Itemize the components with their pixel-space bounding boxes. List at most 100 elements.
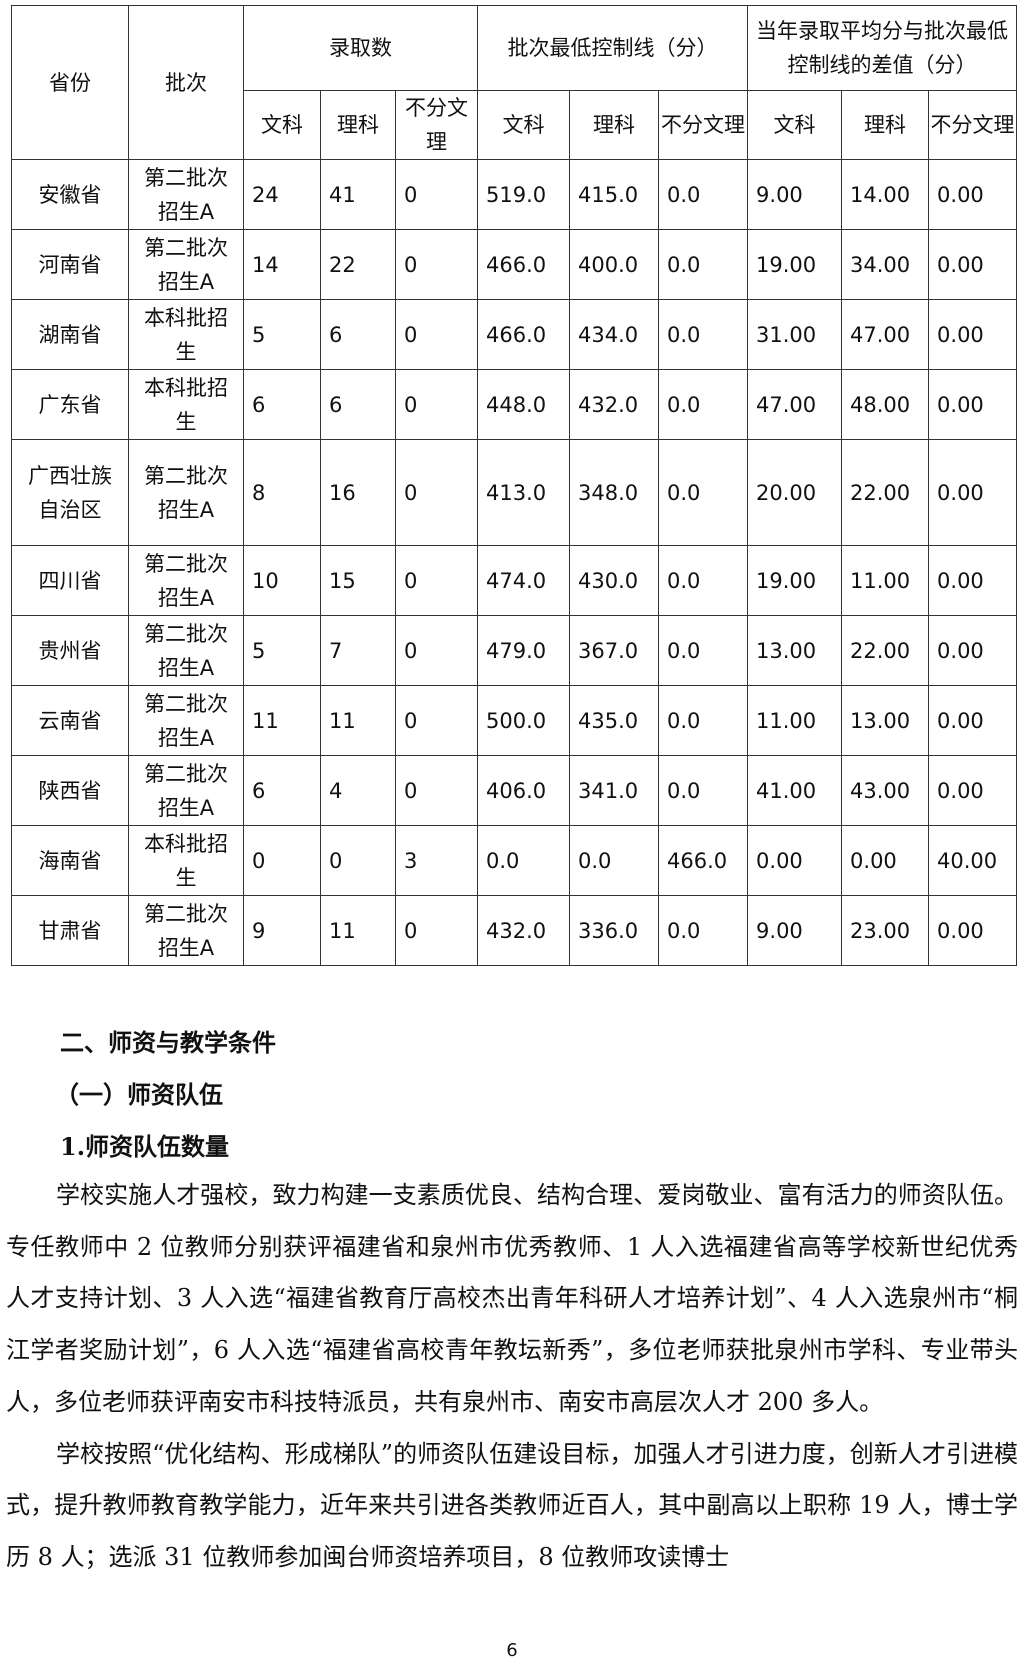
batch-cell: 第二批次招生A xyxy=(128,159,244,230)
province-cell: 安徽省 xyxy=(11,159,129,230)
value-cell: 0 xyxy=(394,439,479,546)
value-cell: 0 xyxy=(394,895,479,966)
value-cell: 6 xyxy=(320,299,396,370)
value-cell: 16 xyxy=(320,439,396,546)
value-cell: 0.0 xyxy=(658,299,749,370)
value-cell: 22 xyxy=(320,229,396,300)
value-cell: 19.00 xyxy=(747,229,843,300)
value-cell: 5 xyxy=(243,299,321,370)
value-cell: 11 xyxy=(243,685,321,756)
province-cell: 湖南省 xyxy=(11,299,129,370)
value-cell: 13.00 xyxy=(841,685,930,756)
value-cell: 34.00 xyxy=(841,229,930,300)
value-cell: 0.0 xyxy=(658,685,749,756)
value-cell: 406.0 xyxy=(477,755,571,826)
value-cell: 0.0 xyxy=(658,229,749,300)
value-cell: 23.00 xyxy=(841,895,930,966)
value-cell: 31.00 xyxy=(747,299,843,370)
value-cell: 0.00 xyxy=(841,825,930,896)
value-cell: 0.0 xyxy=(658,545,749,616)
value-cell: 24 xyxy=(243,159,321,230)
value-cell: 0.0 xyxy=(658,439,749,546)
value-cell: 434.0 xyxy=(569,299,660,370)
province-cell: 广东省 xyxy=(11,369,129,440)
value-cell: 0.0 xyxy=(658,615,749,686)
value-cell: 341.0 xyxy=(569,755,660,826)
value-cell: 0.0 xyxy=(658,895,749,966)
subheader-cell: 不分文理 xyxy=(394,90,479,160)
value-cell: 0 xyxy=(394,755,479,826)
table-row: 贵州省 第二批次招生A 5 7 0 479.0 367.0 0.0 13.00 22.00 0.00 xyxy=(11,615,1018,686)
value-cell: 9 xyxy=(243,895,321,966)
batch-cell: 第二批次招生A xyxy=(128,685,244,756)
value-cell: 0 xyxy=(394,545,479,616)
value-cell: 0.00 xyxy=(928,369,1018,440)
table-row: 湖南省 本科批招生 5 6 0 466.0 434.0 0.0 31.00 47.00 0.00 xyxy=(11,299,1018,370)
header-admit: 录取数 xyxy=(242,5,479,91)
province-cell: 四川省 xyxy=(11,545,129,616)
value-cell: 432.0 xyxy=(477,895,571,966)
value-cell: 11 xyxy=(320,895,396,966)
value-cell: 0.00 xyxy=(928,299,1018,370)
admission-table: 省份 批次 录取数 批次最低控制线（分） 当年录取平均分与批次最低控制线的差值（… xyxy=(11,5,1018,966)
value-cell: 0.00 xyxy=(928,755,1018,826)
value-cell: 474.0 xyxy=(477,545,571,616)
value-cell: 13.00 xyxy=(747,615,843,686)
value-cell: 336.0 xyxy=(569,895,660,966)
subsection-heading: （一）师资队伍 xyxy=(55,1080,223,1109)
table-row: 四川省 第二批次招生A 10 15 0 474.0 430.0 0.0 19.00 11.00 0.… xyxy=(11,545,1018,616)
table-row: 海南省 本科批招生 0 0 3 0.0 0.0 466.0 0.00 0.00 40.00 xyxy=(11,825,1018,896)
value-cell: 367.0 xyxy=(569,615,660,686)
province-cell: 河南省 xyxy=(11,229,129,300)
value-cell: 466.0 xyxy=(658,825,749,896)
batch-cell: 本科批招生 xyxy=(128,299,244,370)
value-cell: 448.0 xyxy=(477,369,571,440)
value-cell: 14.00 xyxy=(841,159,930,230)
value-cell: 432.0 xyxy=(569,369,660,440)
value-cell: 9.00 xyxy=(747,159,843,230)
table-row: 安徽省 第二批次招生A 24 41 0 519.0 415.0 0.0 9.00 14.00 0.0… xyxy=(11,159,1018,230)
subheader-cell: 理科 xyxy=(569,90,660,160)
value-cell: 43.00 xyxy=(841,755,930,826)
value-cell: 500.0 xyxy=(477,685,571,756)
batch-cell: 第二批次招生A xyxy=(128,615,244,686)
value-cell: 0 xyxy=(394,369,479,440)
value-cell: 479.0 xyxy=(477,615,571,686)
batch-cell: 本科批招生 xyxy=(128,825,244,896)
value-cell: 11.00 xyxy=(747,685,843,756)
body-text: 学校实施人才强校，致力构建一支素质优良、结构合理、爱岗敬业、富有活力的师资队伍。… xyxy=(6,1170,1018,1584)
province-cell: 甘肃省 xyxy=(11,895,129,966)
table-row: 甘肃省 第二批次招生A 9 11 0 432.0 336.0 0.0 9.00 23.00 0.00 xyxy=(11,895,1018,966)
value-cell: 14 xyxy=(243,229,321,300)
value-cell: 6 xyxy=(320,369,396,440)
value-cell: 4 xyxy=(320,755,396,826)
paragraph: 学校实施人才强校，致力构建一支素质优良、结构合理、爱岗敬业、富有活力的师资队伍。… xyxy=(6,1181,1018,1416)
value-cell: 0.00 xyxy=(928,229,1018,300)
value-cell: 466.0 xyxy=(477,229,571,300)
paragraph: 学校按照“优化结构、形成梯队”的师资队伍建设目标，加强人才引进力度，创新人才引进… xyxy=(6,1439,1018,1571)
value-cell: 0 xyxy=(394,159,479,230)
value-cell: 0.00 xyxy=(928,439,1018,546)
value-cell: 41 xyxy=(320,159,396,230)
value-cell: 47.00 xyxy=(841,299,930,370)
batch-cell: 第二批次招生A xyxy=(128,755,244,826)
province-cell: 广西壮族自治区 xyxy=(11,439,129,546)
table-row: 云南省 第二批次招生A 11 11 0 500.0 435.0 0.0 11.00 13.00 0.… xyxy=(11,685,1018,756)
value-cell: 41.00 xyxy=(747,755,843,826)
value-cell: 466.0 xyxy=(477,299,571,370)
value-cell: 0 xyxy=(394,299,479,370)
province-cell: 云南省 xyxy=(11,685,129,756)
subheader-cell: 文科 xyxy=(477,90,571,160)
header-diff: 当年录取平均分与批次最低控制线的差值（分） xyxy=(747,5,1018,91)
value-cell: 0.0 xyxy=(477,825,571,896)
province-cell: 海南省 xyxy=(11,825,129,896)
value-cell: 0 xyxy=(394,615,479,686)
subheader-cell: 不分文理 xyxy=(658,90,749,160)
value-cell: 519.0 xyxy=(477,159,571,230)
value-cell: 20.00 xyxy=(747,439,843,546)
batch-cell: 第二批次招生A xyxy=(128,439,244,546)
province-cell: 陕西省 xyxy=(11,755,129,826)
header-batch: 批次 xyxy=(128,5,244,160)
value-cell: 0.00 xyxy=(928,685,1018,756)
value-cell: 11 xyxy=(320,685,396,756)
